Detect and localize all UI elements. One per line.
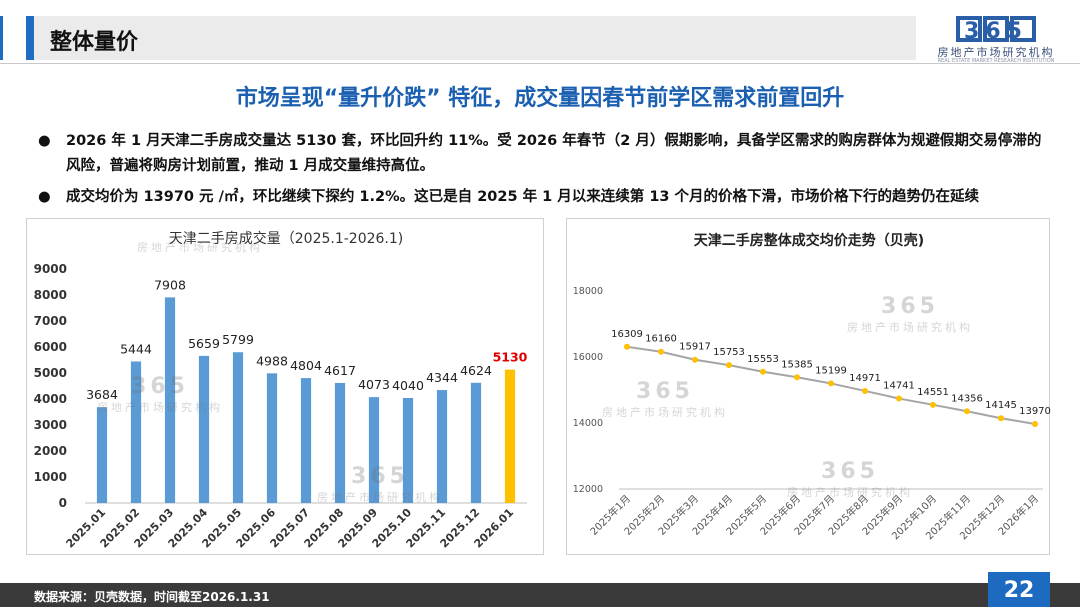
data-point — [998, 415, 1004, 422]
data-label: 3684 — [86, 387, 118, 402]
data-label: 5659 — [188, 336, 220, 351]
logo-365-mark: 365 — [956, 16, 1036, 44]
watermark: 365 房地产市场研究机构 — [97, 374, 223, 414]
edge-accent — [0, 16, 3, 60]
data-label: 14741 — [883, 381, 915, 392]
data-point — [964, 408, 970, 415]
y-tick-label: 5000 — [34, 366, 67, 380]
y-tick-label: 12000 — [573, 484, 603, 495]
data-point — [692, 356, 698, 363]
data-label: 15753 — [713, 347, 745, 358]
data-label: 4624 — [460, 363, 492, 378]
y-tick-label: 16000 — [573, 352, 603, 363]
bar — [504, 369, 516, 503]
page-number: 22 — [1003, 578, 1035, 603]
watermark: 365 房地产市场研究机构 — [847, 294, 973, 334]
data-point — [828, 380, 834, 387]
data-point — [1032, 420, 1038, 427]
bar — [300, 378, 312, 503]
title-accent — [26, 16, 34, 60]
y-tick-label: 2000 — [34, 444, 67, 458]
headline: 市场呈现“量升价跌” 特征，成交量因春节前学区需求前置回升 — [235, 86, 845, 111]
y-tick-label: 6000 — [34, 340, 67, 354]
logo-name-cn: 房地产市场研究机构 — [937, 46, 1055, 59]
price-chart-panel: 天津二手房整体成交均价走势（贝壳) 12000 14000 16000 18000 163… — [566, 218, 1051, 555]
data-label: 14145 — [985, 400, 1017, 411]
y-tick-label: 8000 — [34, 288, 67, 302]
chart-title: 天津二手房整体成交均价走势（贝壳) — [694, 232, 924, 249]
data-label: 16160 — [645, 334, 677, 345]
bar — [164, 297, 176, 503]
price-line-chart: 天津二手房整体成交均价走势（贝壳) 12000 14000 16000 18000 163… — [573, 232, 1051, 542]
bullet-price: ● 成交均价为 13970 元 /㎡，环比继续下探约 1.2%。这已是自 202… — [38, 185, 1058, 211]
watermark: 房地产市场研究机构 — [137, 241, 263, 254]
bar — [334, 382, 346, 503]
title-bar — [26, 16, 916, 60]
bar — [266, 373, 278, 503]
data-point — [624, 343, 630, 350]
bullet-dot: ● — [38, 189, 51, 205]
y-tick-label: 7000 — [34, 314, 67, 328]
data-label: 5130 — [493, 350, 528, 365]
watermark: 365 房地产市场研究机构 — [787, 459, 913, 499]
data-label: 4073 — [358, 377, 390, 392]
data-label: 15553 — [747, 354, 779, 365]
data-source: 数据来源：贝壳数据，时间截至2026.1.31 — [34, 590, 270, 604]
bar — [96, 407, 108, 503]
data-label: 4804 — [290, 358, 322, 373]
data-point — [726, 362, 732, 369]
volume-chart-panel: 天津二手房成交量（2025.1-2026.1) 0 1000 2000 3000 4000… — [26, 218, 544, 555]
data-label: 15917 — [679, 342, 711, 353]
watermark: 365 房地产市场研究机构 — [602, 379, 728, 419]
bar — [436, 390, 448, 503]
y-tick-label: 4000 — [34, 392, 67, 406]
y-tick-label: 14000 — [573, 418, 603, 429]
y-tick-label: 9000 — [34, 262, 67, 276]
data-label: 14971 — [849, 373, 881, 384]
volume-bar-chart: 天津二手房成交量（2025.1-2026.1) 0 1000 2000 3000 4000… — [34, 230, 528, 551]
y-tick-label: 1000 — [34, 470, 67, 484]
data-label: 5444 — [120, 341, 152, 356]
bar — [368, 397, 380, 503]
data-label: 4988 — [256, 353, 288, 368]
logo-number: 365 — [964, 19, 1028, 44]
data-label: 7908 — [154, 277, 186, 292]
y-tick-label: 18000 — [573, 286, 603, 297]
header-rule — [0, 63, 1080, 64]
chart-title: 天津二手房成交量（2025.1-2026.1) — [169, 230, 404, 247]
bar — [402, 397, 414, 503]
logo-name-en: REAL ESTATE MARKET RESEARCH INSTITUTION — [937, 58, 1055, 64]
y-tick-label: 0 — [59, 496, 67, 510]
data-label: 4617 — [324, 363, 356, 378]
brand-logo: 365 房地产市场研究机构 REAL ESTATE MARKET RESEARC… — [926, 14, 1066, 64]
data-point — [794, 374, 800, 381]
data-label: 14551 — [917, 387, 949, 398]
data-label: 4040 — [392, 378, 424, 393]
page-number-box — [988, 572, 1050, 607]
data-label: 13970 — [1019, 406, 1051, 417]
data-label: 5799 — [222, 332, 254, 347]
data-label: 15199 — [815, 365, 847, 376]
bar — [470, 382, 482, 503]
bar — [232, 352, 244, 503]
bar — [130, 361, 142, 503]
data-point — [896, 395, 902, 402]
data-label: 16309 — [611, 329, 643, 340]
bullet-text: 2026 年 1 月天津二手房成交量达 5130 套，环比回升约 11%。受 2… — [66, 133, 1042, 174]
data-point — [862, 387, 868, 394]
bullet-text: 成交均价为 13970 元 /㎡，环比继续下探约 1.2%。这已是自 2025 … — [66, 189, 980, 205]
data-point — [930, 401, 936, 408]
footer-bar — [0, 583, 1080, 607]
data-point — [760, 368, 766, 375]
y-tick-label: 3000 — [34, 418, 67, 432]
data-label: 14356 — [951, 393, 983, 404]
bullet-dot: ● — [38, 133, 51, 149]
page-title: 整体量价 — [50, 30, 139, 55]
bullet-volume: ● 2026 年 1 月天津二手房成交量达 5130 套，环比回升约 11%。受… — [38, 129, 1058, 181]
data-point — [658, 348, 664, 355]
watermark: 365 房地产市场研究机构 — [317, 464, 443, 504]
bar — [198, 355, 210, 503]
data-label: 15385 — [781, 359, 813, 370]
data-label: 4344 — [426, 370, 458, 385]
